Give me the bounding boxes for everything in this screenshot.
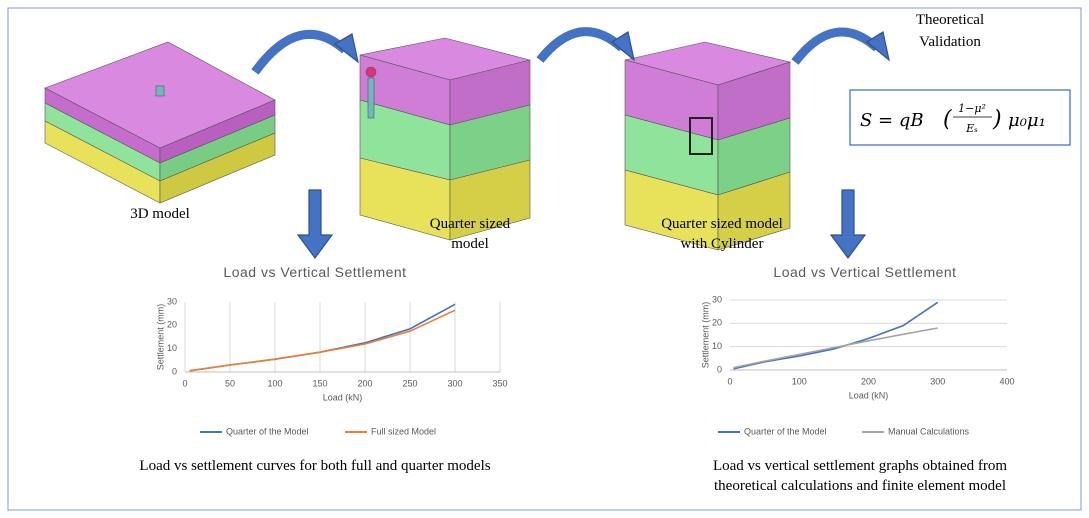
x-axis-label: Load (kN) [849, 390, 889, 400]
legend-label: Full sized Model [371, 426, 436, 436]
label: Quarter sized model [661, 216, 783, 232]
caption: Load vs vertical settlement graphs obtai… [713, 458, 1007, 474]
legend-label: Quarter of the Model [744, 426, 827, 436]
label: Quarter sized [430, 216, 511, 232]
x-tick-label: 100 [792, 376, 807, 386]
formula-lhs: S = qB [860, 110, 924, 131]
x-tick-label: 300 [930, 376, 945, 386]
y-tick-label: 20 [712, 318, 722, 328]
formula-rhs: μ₀μ₁ [1008, 110, 1046, 131]
figure: 3D model Quarter sized model Quarter siz… [0, 0, 1089, 518]
y-tick-label: 30 [167, 296, 177, 306]
y-tick-label: 0 [172, 366, 177, 376]
y-tick-label: 0 [717, 364, 722, 374]
x-tick-label: 300 [447, 378, 462, 388]
x-tick-label: 200 [357, 378, 372, 388]
label: with Cylinder [681, 236, 764, 252]
legend-label: Manual Calculations [888, 426, 970, 436]
caption: Load vs settlement curves for both full … [139, 458, 490, 474]
y-tick-label: 10 [167, 343, 177, 353]
y-axis-label: Settlement (mm) [155, 304, 165, 371]
x-tick-label: 0 [182, 378, 187, 388]
x-tick-label: 100 [267, 378, 282, 388]
x-tick-label: 50 [225, 378, 235, 388]
x-axis-label: Load (kN) [323, 392, 363, 402]
y-tick-label: 20 [167, 320, 177, 330]
formula-denominator: Eₛ [965, 122, 978, 135]
x-tick-label: 250 [402, 378, 417, 388]
paren: ( [943, 107, 952, 132]
paren: ) [992, 107, 1002, 132]
x-tick-label: 150 [312, 378, 327, 388]
model-quarter [360, 38, 530, 240]
chart-title: Load vs Vertical Settlement [223, 264, 406, 280]
y-axis-label: Settlement (mm) [700, 302, 710, 369]
label: 3D model [130, 206, 190, 222]
caption: theoretical calculations and finite elem… [714, 478, 1006, 494]
label: model [451, 236, 489, 252]
formula-numerator: 1−μ² [958, 102, 986, 115]
legend-label: Quarter of the Model [226, 426, 309, 436]
chart-title: Load vs Vertical Settlement [773, 264, 956, 280]
label: Validation [919, 34, 981, 50]
x-tick-label: 350 [492, 378, 507, 388]
y-tick-label: 10 [712, 341, 722, 351]
x-tick-label: 200 [861, 376, 876, 386]
label: Theoretical [916, 12, 984, 28]
x-tick-label: 0 [727, 376, 732, 386]
x-tick-label: 400 [999, 376, 1014, 386]
y-tick-label: 30 [712, 294, 722, 304]
